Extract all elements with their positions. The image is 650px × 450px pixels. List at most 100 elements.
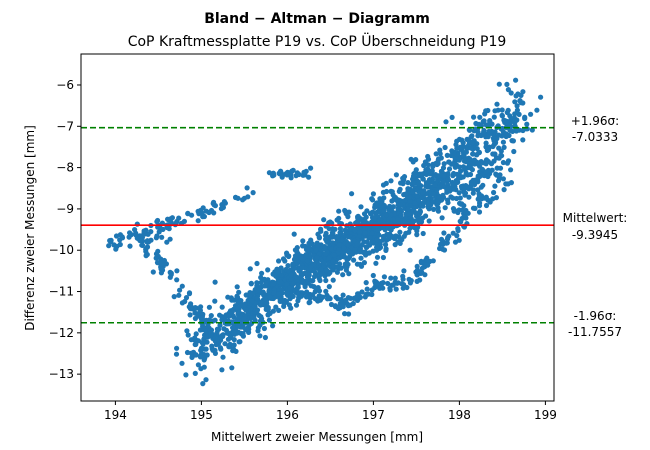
reference-lines: [81, 126, 554, 324]
data-point: [479, 166, 485, 172]
data-point: [290, 293, 296, 299]
data-point: [528, 111, 534, 117]
y-axis: −6 −7 −8 −9 −10 −11 −12 −13: [49, 78, 81, 381]
data-point: [160, 226, 166, 232]
data-point: [500, 176, 506, 182]
data-point: [407, 198, 413, 204]
data-point: [228, 295, 234, 301]
data-point: [389, 198, 395, 204]
data-point: [483, 108, 489, 114]
data-point: [184, 349, 191, 356]
data-point: [415, 216, 421, 222]
data-point: [463, 209, 469, 215]
data-point: [137, 237, 143, 244]
data-point: [358, 255, 364, 261]
data-point: [254, 260, 260, 267]
data-point: [203, 377, 209, 383]
data-point: [494, 172, 500, 178]
data-point: [182, 298, 188, 305]
chart-title: Bland − Altman − Diagramm: [204, 11, 430, 27]
data-point: [193, 331, 199, 337]
data-point: [430, 163, 436, 170]
data-point: [179, 283, 185, 289]
x-tick-label: 196: [276, 408, 299, 422]
data-point: [315, 231, 321, 237]
data-point: [483, 169, 489, 175]
data-point: [392, 242, 398, 248]
lower-limit-value: -11.7557: [568, 325, 622, 339]
y-tick-label: −9: [56, 202, 74, 216]
data-point: [250, 315, 256, 321]
data-point: [173, 351, 180, 357]
data-point: [143, 246, 149, 252]
data-point: [364, 244, 370, 250]
data-point: [468, 134, 474, 140]
data-point: [225, 336, 231, 342]
data-point: [355, 291, 361, 297]
data-point: [491, 189, 497, 196]
data-point: [276, 291, 282, 297]
data-point: [402, 197, 408, 203]
data-point: [498, 148, 504, 154]
data-point: [444, 240, 450, 246]
data-point: [266, 317, 272, 323]
data-point: [185, 332, 191, 338]
data-point: [158, 270, 164, 276]
data-point: [476, 203, 483, 209]
data-point: [183, 295, 190, 301]
data-point: [141, 230, 147, 237]
data-point: [150, 269, 156, 275]
data-point: [227, 341, 233, 347]
data-point: [340, 304, 346, 310]
data-point: [334, 234, 340, 240]
data-point: [463, 149, 469, 155]
data-point: [257, 302, 264, 308]
data-point: [230, 325, 236, 331]
data-point: [500, 159, 506, 166]
x-tick-label: 197: [362, 408, 385, 422]
data-point: [316, 251, 322, 257]
data-point: [197, 354, 204, 360]
data-point: [439, 215, 445, 221]
data-point: [401, 174, 408, 180]
data-point: [407, 247, 413, 253]
data-point: [200, 381, 206, 387]
data-point: [255, 287, 262, 293]
data-point: [411, 218, 417, 224]
data-point: [214, 326, 220, 332]
data-point: [398, 180, 404, 186]
data-point: [309, 241, 315, 247]
data-point: [370, 248, 376, 254]
x-axis: 194 195 196 197 198 199: [104, 401, 557, 422]
data-point: [244, 185, 250, 191]
data-point: [440, 246, 446, 252]
data-point: [126, 234, 132, 240]
data-point: [343, 297, 349, 303]
data-point: [214, 336, 220, 342]
data-point: [500, 139, 506, 145]
data-point: [352, 227, 358, 234]
data-point: [490, 143, 496, 150]
data-point: [323, 267, 329, 273]
data-point: [370, 191, 376, 197]
data-point: [254, 295, 260, 301]
data-point: [514, 103, 520, 109]
y-tick-label: −6: [56, 78, 74, 92]
data-point: [132, 227, 138, 233]
data-point: [466, 194, 472, 200]
data-point: [403, 191, 409, 197]
data-point: [212, 347, 218, 353]
data-point: [340, 272, 346, 278]
data-point: [450, 173, 456, 179]
data-point: [354, 241, 360, 247]
data-point: [381, 195, 387, 201]
data-point: [156, 229, 162, 235]
data-point: [206, 304, 212, 310]
data-point: [315, 242, 321, 248]
data-point: [395, 217, 401, 223]
data-point: [454, 179, 460, 185]
data-point: [476, 149, 482, 156]
data-point: [397, 186, 403, 192]
data-point: [276, 258, 282, 264]
